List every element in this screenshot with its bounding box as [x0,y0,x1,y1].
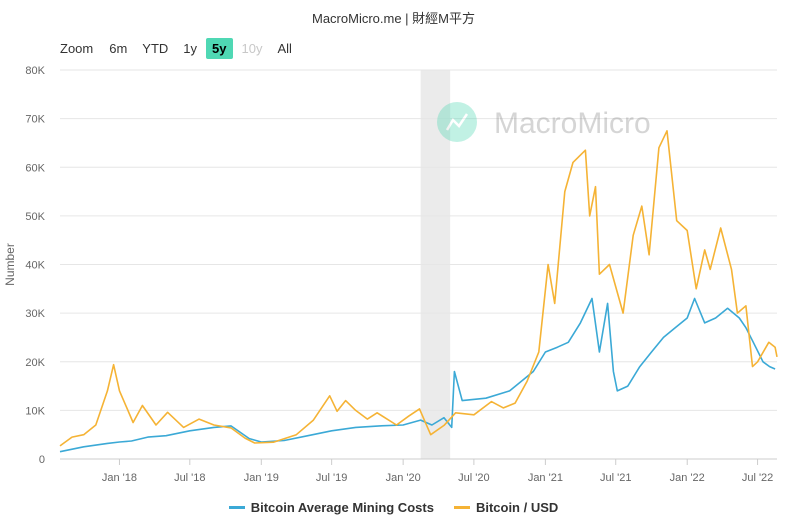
x-tick-label: Jan '20 [386,472,421,484]
gridlines [60,69,777,460]
zoom-label: Zoom [60,41,94,56]
x-tick-label: Jul '20 [458,472,489,484]
axes: 0 10K 20K 30K 40K 50K 60K 70K 80K Jan '18 Jul '18 J… [3,65,773,484]
series-line-bitcoin-usd [59,130,778,447]
legend-swatch-mining [228,506,245,509]
zoom-controls: Zoom 6m YTD 1y 5y 10y All [60,38,301,59]
watermark-chart-icon [445,113,469,131]
y-tick-label: 70K [25,114,45,126]
legend-item-mining[interactable]: Bitcoin Average Mining Costs [228,500,434,515]
x-tick-label: Jul '18 [174,472,205,484]
page-title: MacroMicro.me | 財經M平方 [312,11,475,26]
x-tick-label: Jan '18 [102,472,137,484]
legend: Bitcoin Average Mining Costs Bitcoin / U… [0,500,787,515]
y-tick-label: 50K [25,211,45,223]
y-tick-label: 10K [25,405,45,417]
y-tick-label: 80K [25,65,45,77]
zoom-ytd-button[interactable]: YTD [142,41,169,56]
legend-item-price[interactable]: Bitcoin / USD [453,500,559,515]
y-axis-label: Number [3,243,17,286]
zoom-5y-button[interactable]: 5y [206,38,233,59]
zoom-1y-button[interactable]: 1y [183,41,198,56]
y-tick-label: 30K [25,308,45,320]
legend-label-price: Bitcoin / USD [475,500,559,515]
legend-swatch-price [453,506,470,509]
series-layer [59,130,778,453]
y-tick-label: 40K [25,260,45,272]
x-tick-label: Jan '22 [670,472,705,484]
watermark-text: MacroMicro [494,107,651,140]
zoom-6m-button[interactable]: 6m [109,41,128,56]
x-tick-label: Jan '19 [244,472,279,484]
zoom-all-button[interactable]: All [277,41,292,56]
y-tick-label: 0 [39,454,45,466]
series-line-mining-costs [59,297,776,453]
x-tick-label: Jan '21 [528,472,563,484]
x-tick-label: Jul '21 [600,472,631,484]
zoom-10y-button: 10y [241,41,263,56]
y-tick-label: 20K [25,357,45,369]
y-tick-label: 60K [25,162,45,174]
legend-label-mining: Bitcoin Average Mining Costs [250,500,434,515]
watermark: MacroMicro [437,102,651,142]
x-tick-label: Jul '19 [316,472,347,484]
watermark-logo-icon [437,102,477,142]
x-tick-label: Jul '22 [742,472,773,484]
